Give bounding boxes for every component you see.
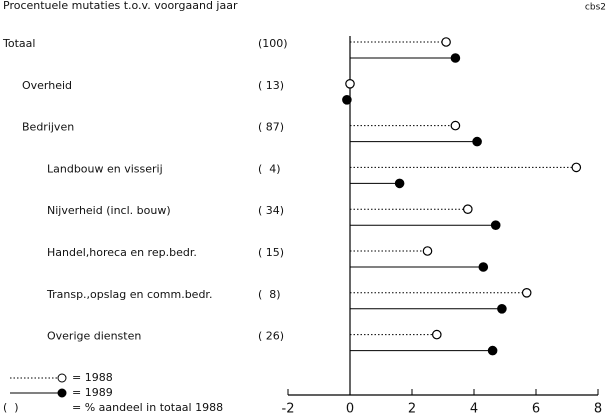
share-label: (100) <box>258 37 288 50</box>
share-label: ( 15) <box>258 246 284 259</box>
share-label: ( 87) <box>258 121 284 134</box>
data-point <box>431 329 442 340</box>
data-point <box>497 303 507 314</box>
data-point <box>422 246 433 256</box>
category-label: Bedrijven <box>22 121 74 134</box>
x-tick-label: 4 <box>470 402 478 417</box>
data-point <box>490 220 501 230</box>
data-point <box>521 287 532 298</box>
legend-marker <box>57 373 67 383</box>
category-label: Overige diensten <box>47 330 141 343</box>
data-point <box>472 136 482 147</box>
x-tick-label: -2 <box>282 402 295 417</box>
data-point <box>462 204 473 214</box>
legend-label: = 1989 <box>72 386 113 399</box>
category-label: Totaal <box>2 37 35 50</box>
category-label: Nijverheid (incl. bouw) <box>47 204 171 217</box>
share-label: ( 4) <box>258 162 281 175</box>
chart-subtitle: Procentuele mutaties t.o.v. voorgaand ja… <box>3 0 238 12</box>
legend-label: = 1988 <box>72 371 113 384</box>
data-point <box>342 95 352 105</box>
data-point <box>450 120 461 131</box>
data-point <box>394 178 405 189</box>
data-point <box>450 53 461 63</box>
source: cbs2 <box>585 3 606 13</box>
data-point <box>345 79 355 89</box>
category-label: Transp.,opslag en comm.bedr. <box>46 288 212 301</box>
data-point <box>487 345 498 356</box>
legend-symbol: ( ) <box>3 401 19 414</box>
x-tick-label: 2 <box>408 402 416 417</box>
data-point <box>571 162 582 173</box>
data-point <box>478 262 489 272</box>
category-label: Overheid <box>22 79 72 92</box>
x-tick-label: 8 <box>594 402 602 417</box>
data-point <box>441 37 451 47</box>
x-tick-label: 0 <box>346 402 354 417</box>
share-label: ( 8) <box>258 288 281 301</box>
category-label: Handel,horeca en rep.bedr. <box>47 246 197 259</box>
legend-label: = % aandeel in totaal 1988 <box>72 401 223 414</box>
share-label: ( 34) <box>258 204 284 217</box>
category-label: Landbouw en visserij <box>47 162 163 175</box>
legend-marker <box>57 388 67 398</box>
share-label: ( 13) <box>258 79 284 92</box>
x-tick-label: 6 <box>532 402 540 417</box>
share-label: ( 26) <box>258 330 284 343</box>
